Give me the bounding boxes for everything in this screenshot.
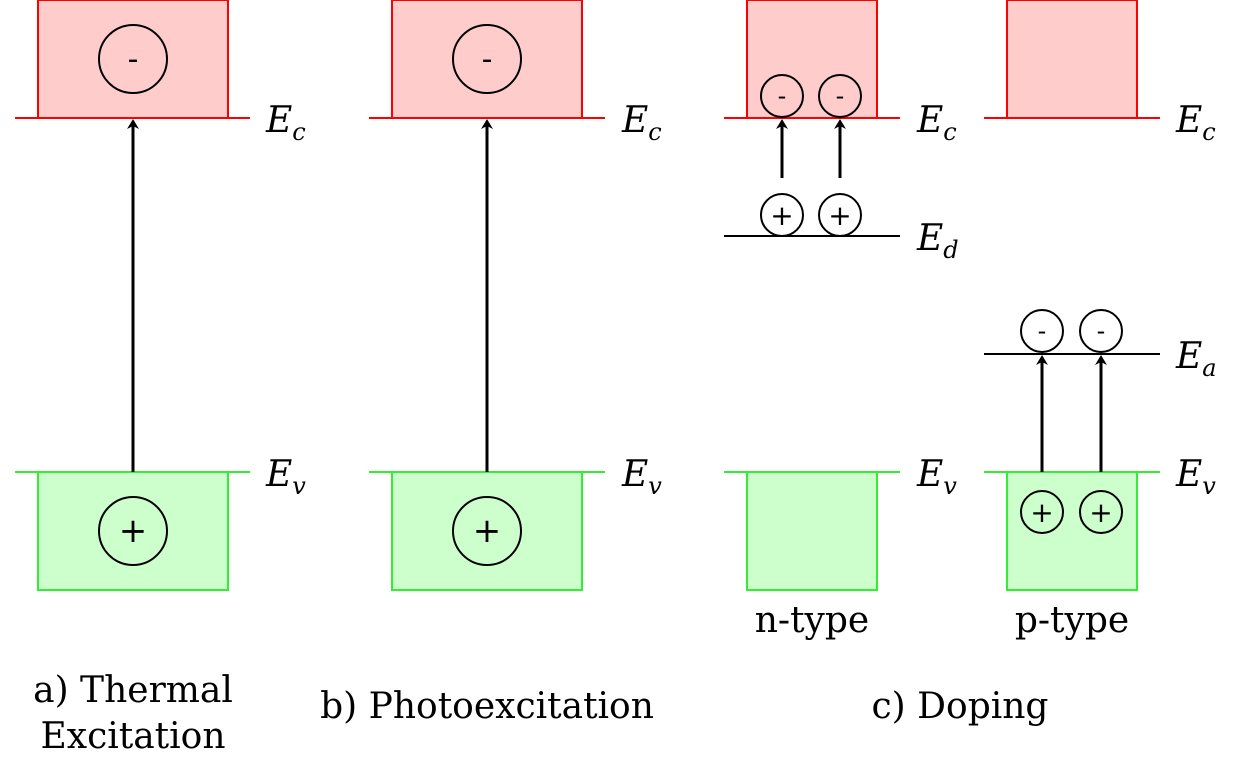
electron-sign: -	[778, 82, 787, 110]
label-conduction-edge: Ec	[265, 100, 306, 146]
conduction-band	[37, 0, 229, 119]
hole-sign: +	[1030, 496, 1053, 529]
electron-sign: -	[836, 82, 845, 110]
label-donor-level: Ed	[916, 218, 959, 264]
conduction-band	[1006, 0, 1138, 119]
conduction-band	[746, 0, 878, 119]
p-type-label: p-type	[1015, 600, 1129, 641]
hole-sign: +	[1089, 496, 1112, 529]
panel-thermal-excitation: - + Ec Ev a) Thermal Excitation	[15, 0, 306, 757]
conduction-band	[391, 0, 583, 119]
ionized-donor: +	[760, 193, 804, 237]
valence-band	[1006, 471, 1138, 591]
n-type-label: n-type	[755, 600, 870, 641]
hole-carrier: +	[1079, 490, 1123, 534]
hole-carrier: +	[452, 496, 522, 566]
valence-band	[37, 471, 229, 591]
panel-p-type: - - + + Ec Ea Ev p-type	[984, 0, 1217, 641]
ionized-acceptor: -	[1020, 309, 1064, 353]
ionized-acceptor: -	[1079, 309, 1123, 353]
acceptor-sign: -	[1038, 317, 1047, 345]
electron-carrier: -	[452, 24, 522, 94]
electron-sign: -	[128, 42, 139, 77]
label-conduction-edge: Ec	[1175, 100, 1216, 146]
panel-photoexcitation: - + Ec Ev b) Photoexcitation	[320, 0, 662, 727]
hole-sign: +	[473, 511, 502, 551]
donor-sign: +	[770, 199, 793, 232]
electron-carrier: -	[818, 74, 862, 118]
caption-doping: c) Doping	[872, 686, 1049, 727]
electron-carrier: -	[98, 24, 168, 94]
donor-sign: +	[828, 199, 851, 232]
label-valence-edge: Ev	[621, 454, 662, 500]
hole-sign: +	[119, 511, 148, 551]
hole-carrier: +	[98, 496, 168, 566]
label-valence-edge: Ev	[916, 454, 957, 500]
electron-sign: -	[482, 42, 493, 77]
hole-carrier: +	[1020, 490, 1064, 534]
label-conduction-edge: Ec	[621, 100, 662, 146]
caption-line-2: Excitation	[40, 716, 225, 757]
label-conduction-edge: Ec	[916, 100, 957, 146]
valence-band	[746, 471, 878, 591]
label-valence-edge: Ev	[1175, 454, 1216, 500]
caption: b) Photoexcitation	[320, 686, 654, 727]
electron-carrier: -	[760, 74, 804, 118]
ionized-donor: +	[818, 193, 862, 237]
caption-line-1: a) Thermal	[33, 670, 233, 711]
panel-n-type: - - + + Ec Ed Ev n-type	[724, 0, 959, 641]
label-valence-edge: Ev	[265, 454, 306, 500]
label-acceptor-level: Ea	[1175, 336, 1217, 382]
acceptor-sign: -	[1097, 317, 1106, 345]
